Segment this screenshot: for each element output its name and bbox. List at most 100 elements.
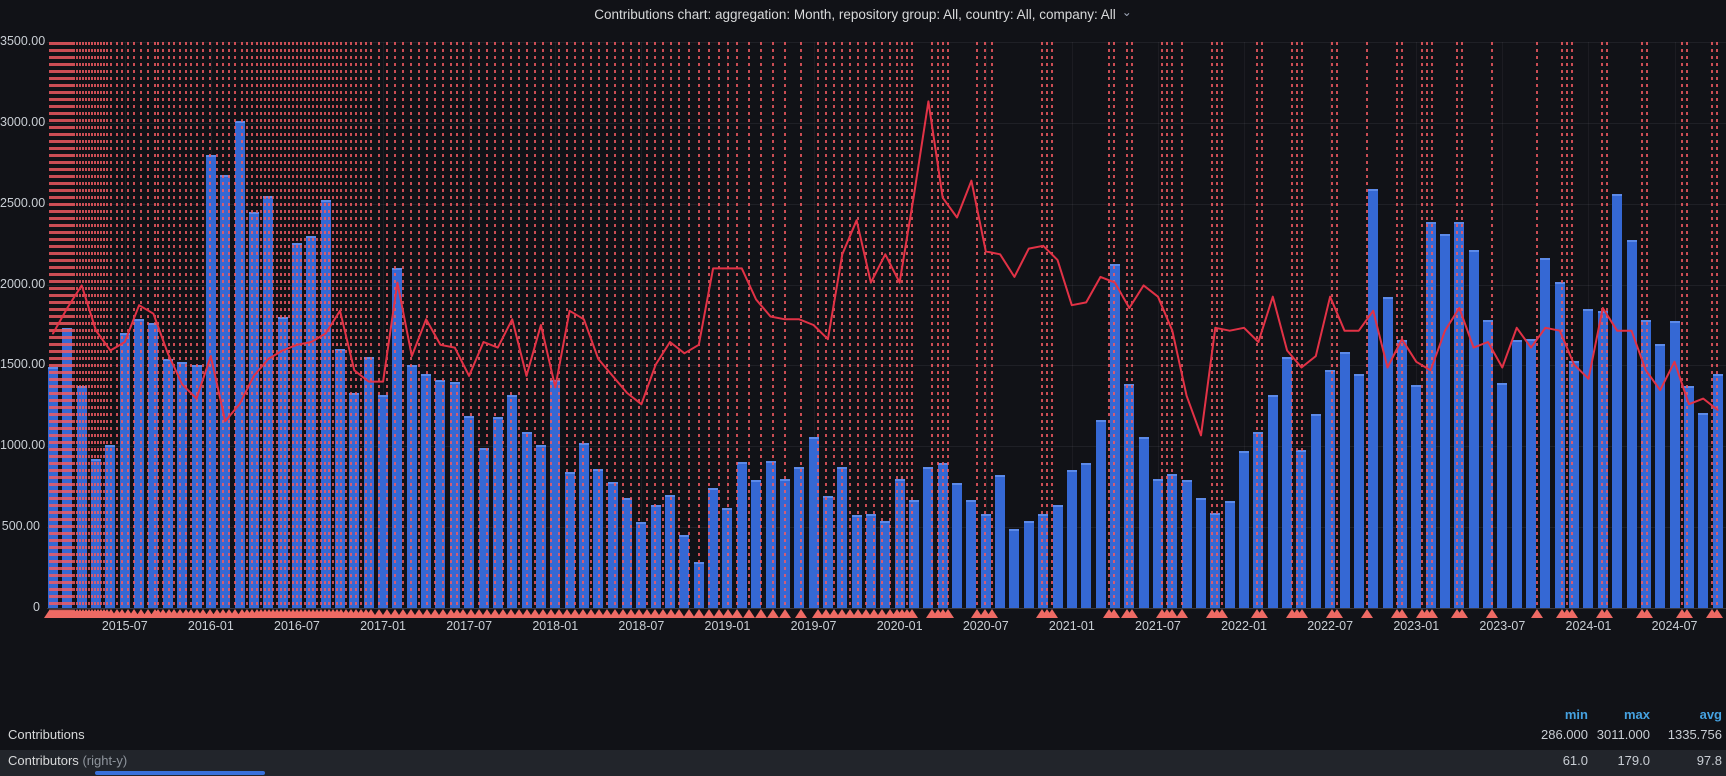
annotation-marker-icon[interactable] [617,609,629,618]
annotation-line[interactable] [558,42,560,608]
annotation-line[interactable] [300,42,302,608]
annotation-line[interactable] [486,42,488,608]
bar-2021-06[interactable] [1138,436,1149,608]
annotation-marker-icon[interactable] [473,609,485,618]
annotation-line[interactable] [94,42,96,608]
annotation-line[interactable] [688,42,690,608]
bar-2019-03[interactable] [751,480,762,608]
annotation-line[interactable] [1561,42,1563,608]
bar-2022-11[interactable] [1382,296,1393,608]
annotation-marker-icon[interactable] [1256,609,1268,618]
annotation-marker-icon[interactable] [128,609,140,618]
bar-2021-12[interactable] [1224,501,1235,608]
bar-2019-12[interactable] [880,521,891,608]
bar-2021-02[interactable] [1081,463,1092,608]
annotation-line[interactable] [328,42,330,608]
legend-col-min[interactable]: min [1564,707,1588,722]
annotation-line[interactable] [127,42,129,608]
annotation-marker-icon[interactable] [828,609,840,618]
annotation-line[interactable] [1716,42,1718,608]
annotation-line[interactable] [1601,42,1603,608]
annotation-line[interactable] [442,42,444,608]
annotation-line[interactable] [1571,42,1573,608]
annotation-line[interactable] [284,42,286,608]
annotation-marker-icon[interactable] [844,609,856,618]
annotation-line[interactable] [91,42,93,608]
annotation-marker-icon[interactable] [876,609,888,618]
annotation-line[interactable] [386,42,388,608]
annotation-marker-icon[interactable] [633,609,645,618]
annotation-line[interactable] [518,42,520,608]
annotation-line[interactable] [1426,42,1428,608]
bar-2017-12[interactable] [535,444,546,608]
annotation-line[interactable] [1606,42,1608,608]
annotation-line[interactable] [1396,42,1398,608]
bar-2019-10[interactable] [851,515,862,608]
annotation-line[interactable] [1171,42,1173,608]
annotation-line[interactable] [426,42,428,608]
legend-series-contributors[interactable]: Contributors (right-y) [8,753,128,768]
annotation-marker-icon[interactable] [135,609,147,618]
bar-2024-07[interactable] [1669,320,1680,608]
annotation-line[interactable] [241,42,243,608]
annotation-line[interactable] [708,42,710,608]
annotation-marker-icon[interactable] [812,609,824,618]
annotation-line[interactable] [748,42,750,608]
bar-2018-07[interactable] [636,522,647,608]
annotation-line[interactable] [1566,42,1568,608]
annotation-line[interactable] [698,42,700,608]
annotation-line[interactable] [276,42,278,608]
annotation-marker-icon[interactable] [1456,609,1468,618]
annotation-line[interactable] [550,42,552,608]
bar-2022-01[interactable] [1239,451,1250,608]
annotation-line[interactable] [1646,42,1648,608]
annotation-line[interactable] [222,42,224,608]
annotation-line[interactable] [510,42,512,608]
annotation-line[interactable] [1126,42,1128,608]
bar-2020-10[interactable] [1023,521,1034,608]
annotation-line[interactable] [147,42,149,608]
bar-2022-03[interactable] [1267,394,1278,608]
annotation-line[interactable] [901,42,903,608]
annotation-line[interactable] [272,42,274,608]
annotation-marker-icon[interactable] [1681,609,1693,618]
annotation-marker-icon[interactable] [421,609,433,618]
annotation-marker-icon[interactable] [1531,609,1543,618]
annotation-marker-icon[interactable] [577,609,589,618]
bar-2021-03[interactable] [1095,420,1106,608]
annotation-line[interactable] [246,42,248,608]
bar-2024-09[interactable] [1698,413,1709,608]
annotation-line[interactable] [350,42,352,608]
annotation-line[interactable] [1296,42,1298,608]
annotation-line[interactable] [162,42,164,608]
annotation-line[interactable] [906,42,908,608]
annotation-marker-icon[interactable] [767,609,779,618]
bar-2020-12[interactable] [1052,504,1063,608]
annotation-marker-icon[interactable] [1331,609,1343,618]
annotation-line[interactable] [654,42,656,608]
bar-2016-03[interactable] [234,121,245,608]
annotation-line[interactable] [873,42,875,608]
annotation-line[interactable] [800,42,802,608]
annotation-line[interactable] [157,42,159,608]
annotation-line[interactable] [264,42,266,608]
annotation-marker-icon[interactable] [437,609,449,618]
annotation-line[interactable] [1161,42,1163,608]
annotation-marker-icon[interactable] [481,609,493,618]
annotation-line[interactable] [574,42,576,608]
annotation-line[interactable] [410,42,412,608]
annotation-line[interactable] [312,42,314,608]
bar-2021-10[interactable] [1196,498,1206,608]
annotation-marker-icon[interactable] [429,609,441,618]
bar-2020-01[interactable] [894,478,905,608]
annotation-marker-icon[interactable] [795,609,807,618]
bar-2022-08[interactable] [1339,351,1350,608]
annotation-line[interactable] [1301,42,1303,608]
annotation-line[interactable] [1166,42,1168,608]
annotation-line[interactable] [97,42,99,608]
annotation-line[interactable] [630,42,632,608]
annotation-line[interactable] [202,42,204,608]
annotation-line[interactable] [678,42,680,608]
annotation-line[interactable] [542,42,544,608]
bar-2023-09[interactable] [1526,338,1537,608]
